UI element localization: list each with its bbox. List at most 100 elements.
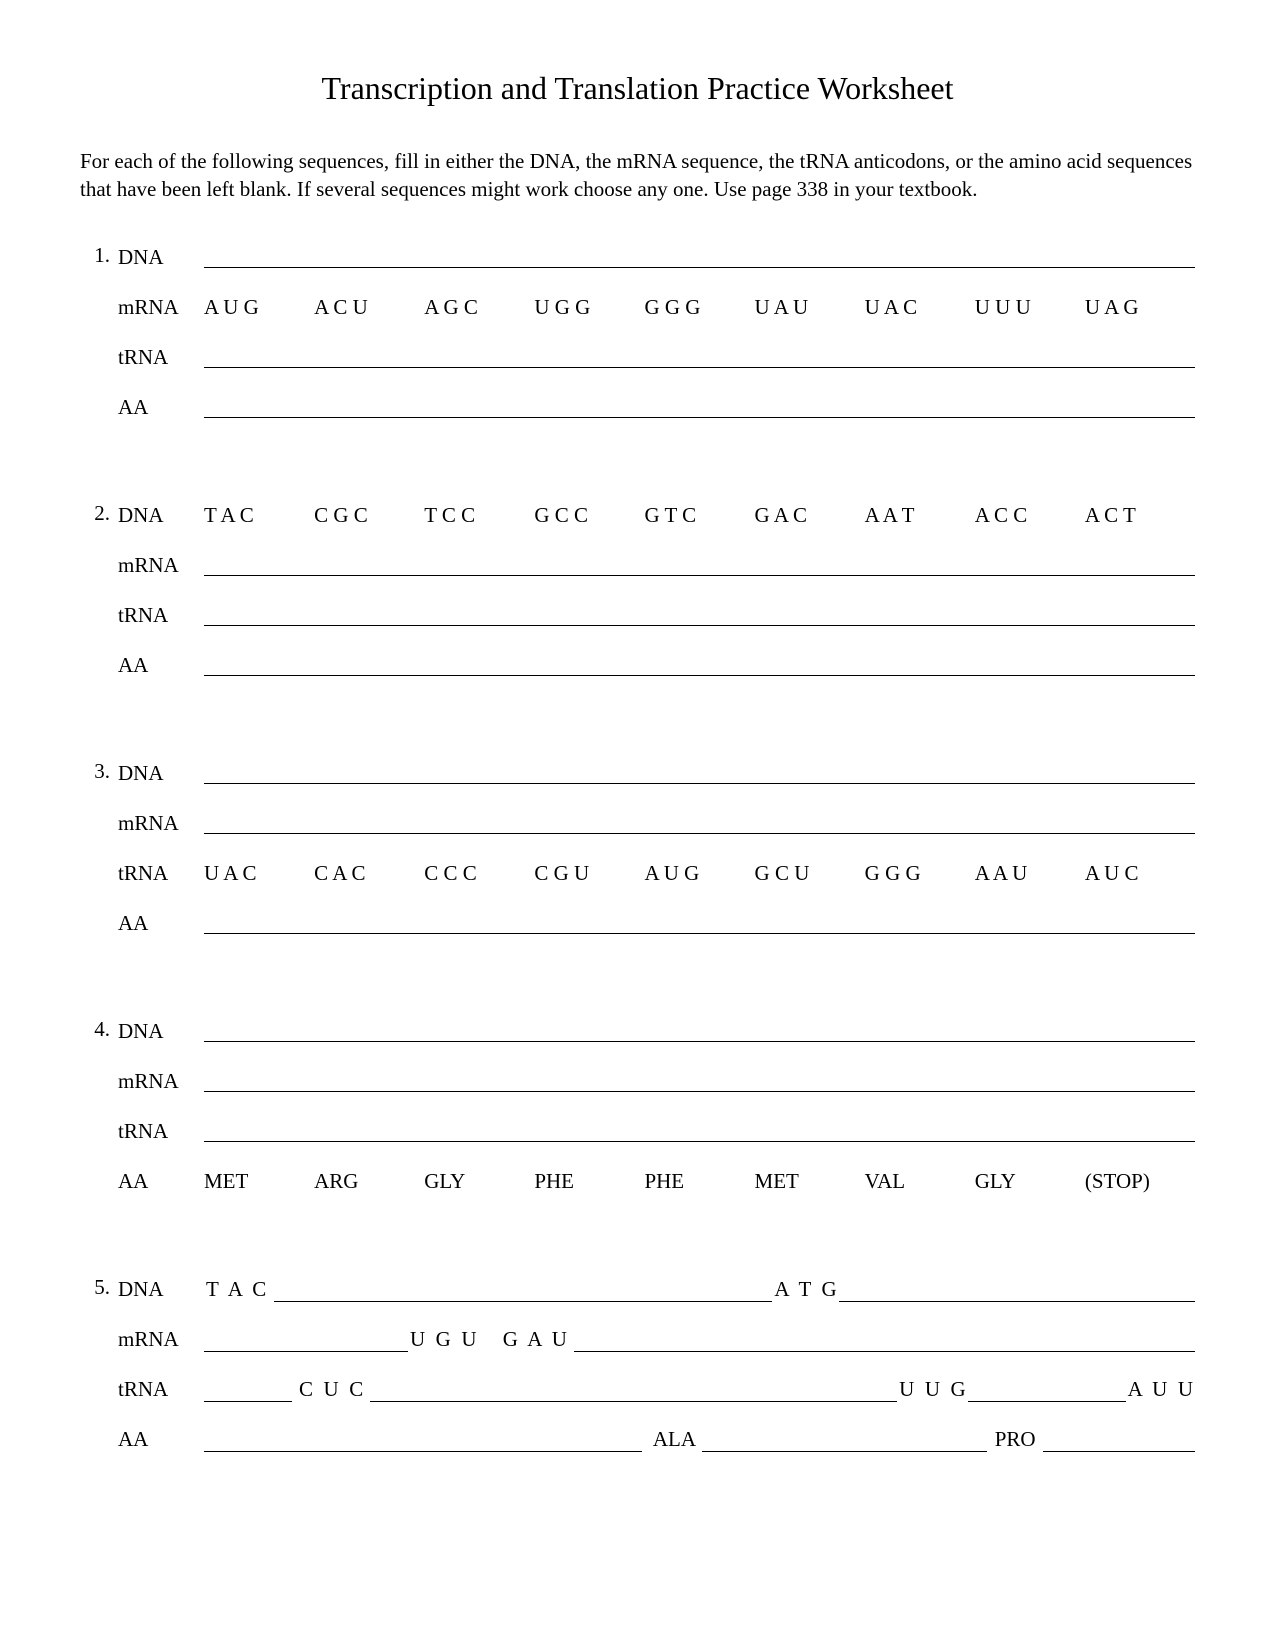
problems-list: 1.DNAmRNAA U GA C UA G CU G GG G GU A UU…	[80, 242, 1195, 1474]
mixed-line: T A C A T G	[204, 1277, 1195, 1302]
problem: 3.DNA mRNA tRNAU A CC A CC C CC G UA U GG …	[80, 758, 1195, 958]
codon: G A C	[755, 503, 865, 528]
problem-row: DNAT A C A T G	[118, 1274, 1195, 1302]
problem-number: 4.	[80, 1016, 118, 1216]
row-label: AA	[118, 1427, 204, 1452]
blank-line	[204, 396, 1195, 418]
row-value: METARGGLYPHEPHEMETVALGLY(STOP)	[204, 1169, 1195, 1194]
problem: 1.DNA mRNAA U GA C UA G CU G GG G GU A UU…	[80, 242, 1195, 442]
mixed-text: T A C	[204, 1277, 274, 1302]
row-value	[204, 554, 1195, 578]
row-label: tRNA	[118, 603, 204, 628]
amino-acid: PHE	[644, 1169, 754, 1194]
problem-row: DNAT A CC G CT C CG C CG T CG A CA A TA …	[118, 500, 1195, 528]
problem-row: mRNA	[118, 808, 1195, 836]
mixed-blank	[574, 1330, 1195, 1352]
codon: A G C	[424, 295, 534, 320]
codon: T C C	[424, 503, 534, 528]
amino-acid: GLY	[975, 1169, 1085, 1194]
row-value: U A CC A CC C CC G UA U GG C UG G GA A U…	[204, 861, 1195, 886]
mixed-text: PRO	[987, 1427, 1042, 1452]
problem-row: mRNA U G U G A U	[118, 1324, 1195, 1352]
row-value	[204, 762, 1195, 786]
codon-sequence: A U GA C UA G CU G GG G GU A UU A CU U U…	[204, 295, 1195, 320]
codon: G G G	[865, 861, 975, 886]
problem-row: AA	[118, 908, 1195, 936]
problem-row: tRNA C U C U U GA U U	[118, 1374, 1195, 1402]
row-value: T A CC G CT C CG C CG T CG A CA A TA C C…	[204, 503, 1195, 528]
row-value: C U C U U GA U U	[204, 1377, 1195, 1402]
mixed-text: U U G	[897, 1377, 968, 1402]
row-value: ALA PRO	[204, 1427, 1195, 1452]
problem-body: DNAT A CC G CT C CG C CG T CG A CA A TA …	[118, 500, 1195, 700]
codon: A C C	[975, 503, 1085, 528]
row-value	[204, 654, 1195, 678]
problem-row: tRNA	[118, 1116, 1195, 1144]
row-label: mRNA	[118, 553, 204, 578]
problem-row: mRNA	[118, 550, 1195, 578]
codon: C A C	[314, 861, 424, 886]
codon: G T C	[644, 503, 754, 528]
row-label: AA	[118, 395, 204, 420]
problem: 2.DNAT A CC G CT C CG C CG T CG A CA A T…	[80, 500, 1195, 700]
mixed-blank	[204, 1430, 642, 1452]
row-value	[204, 246, 1195, 270]
codon: G C U	[755, 861, 865, 886]
mixed-blank	[702, 1430, 987, 1452]
codon-sequence: T A CC G CT C CG C CG T CG A CA A TA C C…	[204, 503, 1195, 528]
problem-number: 3.	[80, 758, 118, 958]
codon: C C C	[424, 861, 534, 886]
problem-number: 1.	[80, 242, 118, 442]
row-label: AA	[118, 911, 204, 936]
row-label: DNA	[118, 245, 204, 270]
intro-text: For each of the following sequences, fil…	[80, 147, 1195, 204]
problem-row: tRNA	[118, 600, 1195, 628]
row-label: tRNA	[118, 345, 204, 370]
row-label: DNA	[118, 761, 204, 786]
problem: 4.DNAmRNAtRNAAAMETARGGLYPHEPHEMETVALGLY(…	[80, 1016, 1195, 1216]
blank-line	[204, 1020, 1195, 1042]
amino-acid: MET	[755, 1169, 865, 1194]
mixed-line: ALA PRO	[204, 1427, 1195, 1452]
mixed-blank	[839, 1280, 1195, 1302]
blank-line	[204, 554, 1195, 576]
row-value	[204, 1120, 1195, 1144]
worksheet-page: Transcription and Translation Practice W…	[0, 0, 1275, 1651]
codon: G G G	[644, 295, 754, 320]
row-value	[204, 346, 1195, 370]
blank-line	[204, 912, 1195, 934]
problem-body: DNAT A C A T G mRNA U G U G A U tRNA C U C…	[118, 1274, 1195, 1474]
amino-acid: PHE	[534, 1169, 644, 1194]
row-label: DNA	[118, 503, 204, 528]
row-label: mRNA	[118, 1327, 204, 1352]
codon: A A U	[975, 861, 1085, 886]
mixed-blank	[274, 1280, 773, 1302]
codon: U A U	[755, 295, 865, 320]
codon: C G U	[534, 861, 644, 886]
problem-number: 2.	[80, 500, 118, 700]
row-label: AA	[118, 1169, 204, 1194]
problem-row: DNA	[118, 1016, 1195, 1044]
codon: G C C	[534, 503, 644, 528]
row-label: tRNA	[118, 861, 204, 886]
codon: C G C	[314, 503, 424, 528]
problem-row: DNA	[118, 242, 1195, 270]
mixed-line: C U C U U GA U U	[204, 1377, 1195, 1402]
problem-body: DNA mRNAA U GA C UA G CU G GG G GU A UU A…	[118, 242, 1195, 442]
row-value: A U GA C UA G CU G GG G GU A UU A CU U U…	[204, 295, 1195, 320]
mixed-blank	[204, 1330, 408, 1352]
mixed-text: U G U G A U	[408, 1327, 574, 1352]
amino-acid: (STOP)	[1085, 1169, 1195, 1194]
codon: U A G	[1085, 295, 1195, 320]
codon: A U G	[204, 295, 314, 320]
problem-row: AA ALA PRO	[118, 1424, 1195, 1452]
mixed-line: U G U G A U	[204, 1327, 1195, 1352]
codon: U A C	[204, 861, 314, 886]
row-label: tRNA	[118, 1377, 204, 1402]
row-label: mRNA	[118, 1069, 204, 1094]
codon: A C U	[314, 295, 424, 320]
problem-row: mRNAA U GA C UA G CU G GG G GU A UU A CU…	[118, 292, 1195, 320]
codon: A A T	[865, 503, 975, 528]
blank-line	[204, 346, 1195, 368]
mixed-text: A T G	[772, 1277, 838, 1302]
